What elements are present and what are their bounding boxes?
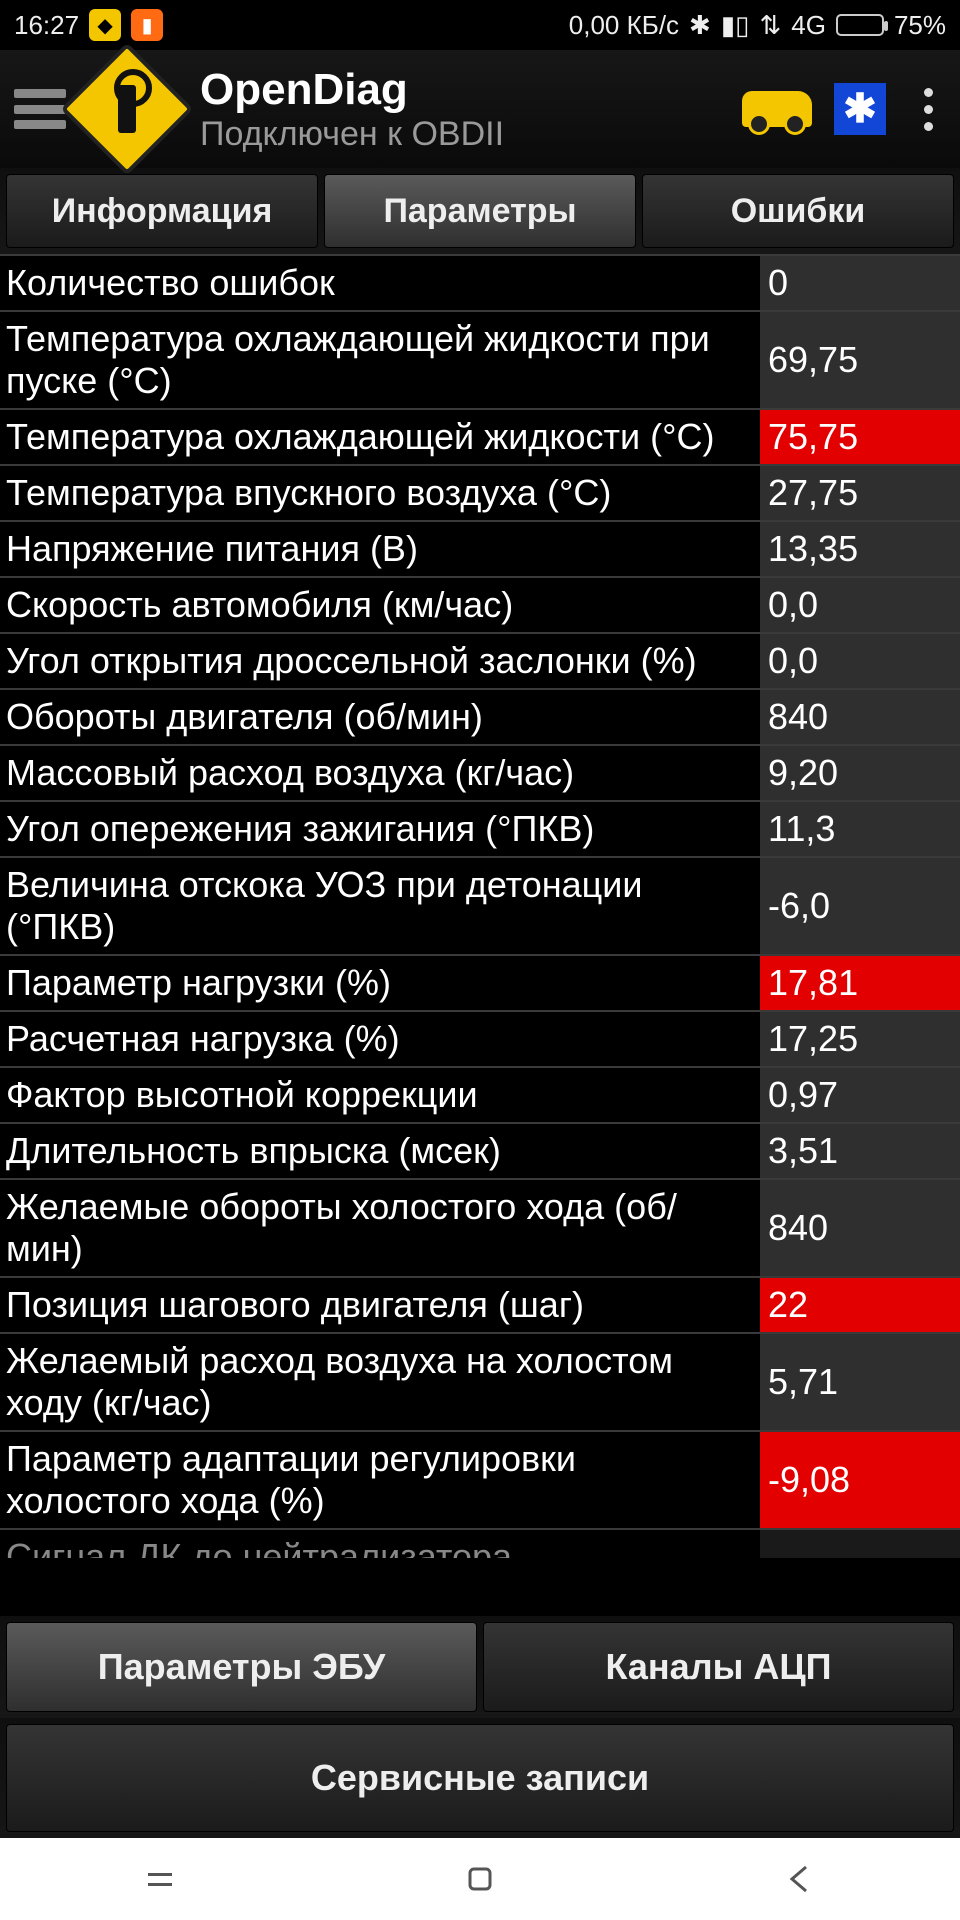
param-row[interactable]: Позиция шагового двигателя (шаг)22: [0, 1276, 960, 1332]
tab-info[interactable]: Информация: [6, 174, 318, 248]
status-battery: 75%: [894, 10, 946, 41]
param-row[interactable]: Параметр адаптации регулировки холостого…: [0, 1430, 960, 1528]
param-label: Температура впускного воздуха (°C): [0, 466, 760, 520]
param-value: 0,0: [760, 634, 960, 688]
updown-icon: ⇅: [759, 10, 781, 41]
param-value: 17,81: [760, 956, 960, 1010]
service-records-button[interactable]: Сервисные записи: [6, 1724, 954, 1832]
param-row[interactable]: Угол опережения зажигания (°ПКВ)11,3: [0, 800, 960, 856]
overflow-menu-button[interactable]: [908, 88, 948, 131]
param-label: Количество ошибок: [0, 256, 760, 310]
param-label: Желаемый расход воздуха на холостом ходу…: [0, 1334, 760, 1430]
param-value: -6,0: [760, 858, 960, 954]
param-row[interactable]: Желаемые обороты холостого хода (об/мин)…: [0, 1178, 960, 1276]
param-row[interactable]: Угол открытия дроссельной заслонки (%)0,…: [0, 632, 960, 688]
param-label: Параметр нагрузки (%): [0, 956, 760, 1010]
app-header: OpenDiag Подключен к OBDII ✱: [0, 50, 960, 168]
tab-errors[interactable]: Ошибки: [642, 174, 954, 248]
param-row[interactable]: Обороты двигателя (об/мин)840: [0, 688, 960, 744]
param-row[interactable]: Температура охлаждающей жидкости (°C)75,…: [0, 408, 960, 464]
param-row[interactable]: Скорость автомобиля (км/час)0,0: [0, 576, 960, 632]
param-label: Длительность впрыска (мсек): [0, 1124, 760, 1178]
app-subtitle: Подключен к OBDII: [200, 115, 504, 154]
param-row[interactable]: Фактор высотной коррекции0,97: [0, 1066, 960, 1122]
param-value: 17,25: [760, 1012, 960, 1066]
param-row[interactable]: Параметр нагрузки (%)17,81: [0, 954, 960, 1010]
param-label: Обороты двигателя (об/мин): [0, 690, 760, 744]
param-row[interactable]: Желаемый расход воздуха на холостом ходу…: [0, 1332, 960, 1430]
status-netspeed: 0,00 КБ/с: [569, 10, 679, 41]
tab-params[interactable]: Параметры: [324, 174, 636, 248]
statusbar: 16:27 ◆ ▮ 0,00 КБ/с ✱ ▮▯ ⇅ 4G 75%: [0, 0, 960, 50]
param-label: Напряжение питания (В): [0, 522, 760, 576]
param-value: 11,3: [760, 802, 960, 856]
param-label: Позиция шагового двигателя (шаг): [0, 1278, 760, 1332]
param-label: Фактор высотной коррекции: [0, 1068, 760, 1122]
system-nav: [0, 1838, 960, 1920]
param-value: 840: [760, 1180, 960, 1276]
app-title: OpenDiag: [200, 65, 504, 115]
statusbar-app-icon: ◆: [89, 9, 121, 41]
param-value: 3,51: [760, 1124, 960, 1178]
status-time: 16:27: [14, 10, 79, 41]
param-label: Величина отскока УОЗ при детонации (°ПКВ…: [0, 858, 760, 954]
param-row[interactable]: Массовый расход воздуха (кг/час)9,20: [0, 744, 960, 800]
vehicle-icon[interactable]: [742, 91, 812, 127]
param-label: Сигнал ДК до нейтрализатора: [0, 1530, 760, 1558]
param-row[interactable]: Длительность впрыска (мсек)3,51: [0, 1122, 960, 1178]
param-value: 9,20: [760, 746, 960, 800]
param-value: 13,35: [760, 522, 960, 576]
param-value: 840: [760, 690, 960, 744]
nav-recent-icon[interactable]: [140, 1859, 180, 1899]
tab-ecu[interactable]: Параметры ЭБУ: [6, 1622, 477, 1712]
param-value: -9,08: [760, 1432, 960, 1528]
param-value: 75,75: [760, 410, 960, 464]
parameter-list[interactable]: Количество ошибок0Температура охлаждающе…: [0, 254, 960, 1616]
param-value: [760, 1530, 960, 1558]
param-row[interactable]: Температура впускного воздуха (°C)27,75: [0, 464, 960, 520]
statusbar-app-icon-2: ▮: [131, 9, 163, 41]
status-nettype: 4G: [791, 10, 826, 41]
param-label: Массовый расход воздуха (кг/час): [0, 746, 760, 800]
signal-icon: ▮▯: [721, 10, 750, 41]
param-row[interactable]: Количество ошибок0: [0, 254, 960, 310]
param-value: 69,75: [760, 312, 960, 408]
service-bar: Сервисные записи: [0, 1718, 960, 1838]
param-label: Температура охлаждающей жидкости при пус…: [0, 312, 760, 408]
param-label: Угол открытия дроссельной заслонки (%): [0, 634, 760, 688]
param-value: 5,71: [760, 1334, 960, 1430]
param-row[interactable]: Температура охлаждающей жидкости при пус…: [0, 310, 960, 408]
param-label: Параметр адаптации регулировки холостого…: [0, 1432, 760, 1528]
param-value: 0,0: [760, 578, 960, 632]
param-row[interactable]: Напряжение питания (В)13,35: [0, 520, 960, 576]
param-label: Температура охлаждающей жидкости (°C): [0, 410, 760, 464]
menu-button[interactable]: [12, 85, 68, 133]
param-label: Желаемые обороты холостого хода (об/мин): [0, 1180, 760, 1276]
param-value: 22: [760, 1278, 960, 1332]
nav-home-icon[interactable]: [460, 1859, 500, 1899]
tabbar-main: Информация Параметры Ошибки: [0, 168, 960, 254]
param-row[interactable]: Величина отскока УОЗ при детонации (°ПКВ…: [0, 856, 960, 954]
bluetooth-icon: ✱: [689, 10, 711, 41]
param-label: Угол опережения зажигания (°ПКВ): [0, 802, 760, 856]
param-row[interactable]: Расчетная нагрузка (%)17,25: [0, 1010, 960, 1066]
battery-icon: [836, 14, 884, 36]
bluetooth-adapter-icon[interactable]: ✱: [834, 83, 886, 135]
param-value: 27,75: [760, 466, 960, 520]
nav-back-icon[interactable]: [780, 1859, 820, 1899]
param-value: 0: [760, 256, 960, 310]
param-label: Скорость автомобиля (км/час): [0, 578, 760, 632]
param-label: Расчетная нагрузка (%): [0, 1012, 760, 1066]
param-row-partial[interactable]: Сигнал ДК до нейтрализатора: [0, 1528, 960, 1558]
tab-adc[interactable]: Каналы АЦП: [483, 1622, 954, 1712]
tabbar-sub: Параметры ЭБУ Каналы АЦП: [0, 1616, 960, 1718]
app-logo: [61, 43, 194, 176]
param-value: 0,97: [760, 1068, 960, 1122]
